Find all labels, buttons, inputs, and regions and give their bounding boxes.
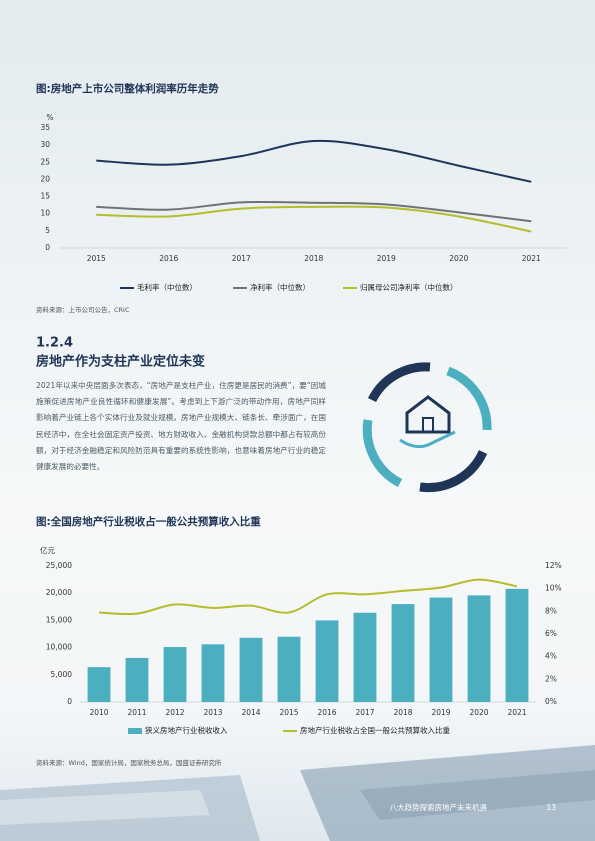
bar xyxy=(505,588,529,702)
y-tick-label: 5 xyxy=(45,226,50,235)
bar xyxy=(429,597,453,702)
bar xyxy=(277,636,301,702)
chart-title: 图:房地产上市公司整体利润率历年走势 xyxy=(36,82,219,95)
x-tick-label: 2018 xyxy=(304,254,323,263)
y2-tick-label: 12% xyxy=(545,561,562,570)
source: 资料来源：Wind，国家统计局，国家税务总局，国盛证券研究所 xyxy=(36,758,222,767)
y-axis-label: 亿元 xyxy=(40,545,55,555)
y-tick-label: 30 xyxy=(40,140,50,149)
y-tick-label: 10,000 xyxy=(46,643,72,652)
legend-label: 净利率（中位数） xyxy=(250,282,310,292)
line xyxy=(98,578,518,616)
bar xyxy=(87,667,111,702)
y-tick-label: 5,000 xyxy=(51,670,73,679)
y-tick-label: 25 xyxy=(40,157,50,166)
bar xyxy=(201,644,225,702)
x-tick-label: 2015 xyxy=(279,708,298,717)
section-number: 1.2.4 xyxy=(36,336,73,351)
footer-text: 八大趋势探索房地产未来机遇 xyxy=(390,802,488,812)
x-tick-label: 2012 xyxy=(165,708,184,717)
y-tick-label: 15 xyxy=(40,192,50,201)
page-number: 13 xyxy=(546,803,556,812)
bar xyxy=(163,647,187,702)
y2-tick-label: 8% xyxy=(545,606,557,615)
x-tick-label: 2013 xyxy=(203,708,222,717)
x-tick-label: 2010 xyxy=(89,708,108,717)
x-tick-label: 2021 xyxy=(522,254,541,263)
x-tick-label: 2020 xyxy=(469,708,488,717)
line xyxy=(96,200,532,223)
x-tick-label: 2016 xyxy=(317,708,336,717)
legend-label: 房地产行业税收占全国一般公共预算收入比重 xyxy=(300,725,450,735)
y2-tick-label: 2% xyxy=(545,674,557,683)
y2-tick-label: 0% xyxy=(545,697,557,706)
y-tick-label: 0 xyxy=(45,243,50,252)
x-tick-label: 2016 xyxy=(159,254,178,263)
legend-swatch xyxy=(128,728,142,734)
x-tick-label: 2019 xyxy=(431,708,450,717)
body-text: 2021年以来中央层面多次表态，“房地产是支柱产业，住房更是居民的消费”，要“因… xyxy=(36,381,326,472)
y2-tick-label: 6% xyxy=(545,629,557,638)
legend-label: 毛利率（中位数） xyxy=(137,282,197,292)
solar-panels xyxy=(0,745,595,841)
bar xyxy=(239,637,263,702)
x-tick-label: 2017 xyxy=(232,254,251,263)
x-tick-label: 2018 xyxy=(393,708,412,717)
x-tick-label: 2011 xyxy=(127,708,146,717)
bar xyxy=(315,620,339,702)
legend-label: 归属母公司净利率（中位数） xyxy=(360,282,458,292)
y-tick-label: 20 xyxy=(40,174,50,183)
chart-title: 图:全国房地产行业税收占一般公共预算收入比重 xyxy=(36,515,261,528)
x-tick-label: 2017 xyxy=(355,708,374,717)
x-tick-label: 2019 xyxy=(377,254,396,263)
legend-label: 狭义房地产行业税收收入 xyxy=(145,725,228,735)
y-axis-label: % xyxy=(46,113,53,122)
house-icon xyxy=(362,362,492,493)
x-tick-label: 2021 xyxy=(507,708,526,717)
bar xyxy=(353,612,377,702)
y-tick-label: 35 xyxy=(40,123,50,132)
x-tick-label: 2020 xyxy=(449,254,468,263)
y-tick-label: 25,000 xyxy=(46,561,72,570)
section-heading: 房地产作为支柱产业定位未变 xyxy=(36,354,205,370)
y-tick-label: 20,000 xyxy=(46,588,72,597)
x-tick-label: 2015 xyxy=(87,254,106,263)
y-tick-label: 15,000 xyxy=(46,615,72,624)
source: 资料来源：上市公司公告，CRIC xyxy=(36,305,130,314)
x-tick-label: 2014 xyxy=(241,708,260,717)
bar xyxy=(125,657,149,702)
y-tick-label: 0 xyxy=(67,697,72,706)
bar xyxy=(391,604,415,702)
y2-tick-label: 4% xyxy=(545,652,557,661)
line xyxy=(96,205,532,233)
bar xyxy=(467,595,491,702)
line xyxy=(96,139,532,183)
y2-tick-label: 10% xyxy=(545,584,562,593)
y-tick-label: 10 xyxy=(40,209,50,218)
